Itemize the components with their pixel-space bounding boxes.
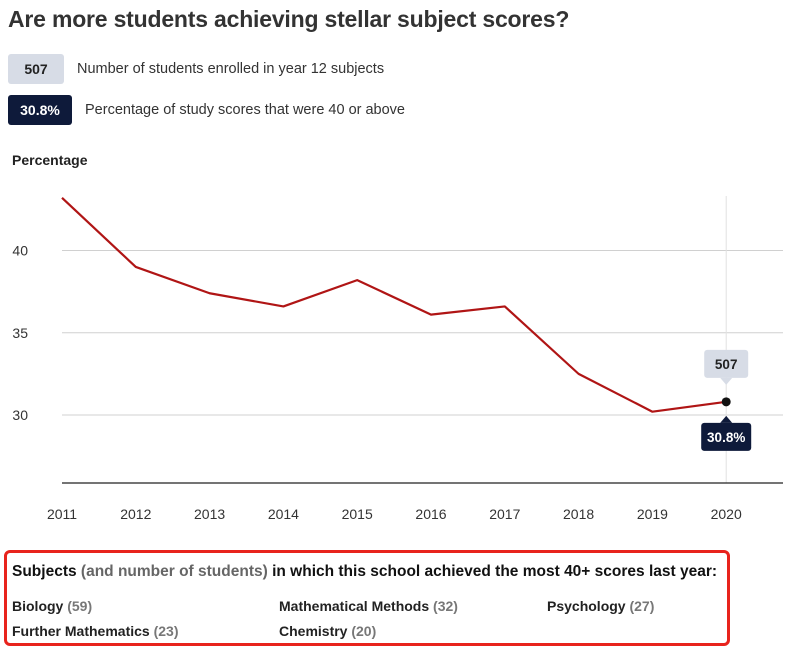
y-tick-label: 40 [12, 243, 28, 259]
highlight-point [721, 397, 731, 407]
percentage-badge: 30.8% [8, 95, 72, 125]
x-tick-label: 2011 [47, 506, 77, 522]
subject-name: Psychology [547, 598, 626, 614]
x-tick-label: 2018 [563, 506, 594, 522]
x-tick-label: 2016 [415, 506, 446, 522]
students-callout-pointer [720, 377, 733, 385]
subjects-title: Subjects (and number of students) in whi… [12, 563, 717, 581]
subjects-title-main: Subjects [12, 563, 77, 580]
x-tick-label: 2014 [268, 506, 299, 522]
y-axis-label: Percentage [12, 152, 88, 168]
subject-count: (59) [67, 598, 93, 614]
subject-count: (20) [351, 623, 377, 639]
y-tick-label: 35 [12, 325, 28, 341]
percentage-legend-text: Percentage of study scores that were 40 … [85, 102, 405, 118]
x-tick-label: 2013 [194, 506, 225, 522]
x-tick-label: 2012 [120, 506, 151, 522]
y-tick-label: 30 [12, 407, 28, 423]
subject-name: Further Mathematics [12, 623, 150, 639]
subject-name: Mathematical Methods [279, 598, 430, 614]
percentage-callout [701, 422, 752, 451]
students-callout-label: 507 [715, 357, 738, 372]
subject-mathematical-methods: Mathematical Methods (32) [279, 598, 458, 614]
subjects-title-rest: in which this school achieved the most 4… [272, 563, 718, 580]
students-callout [704, 349, 749, 378]
subject-biology: Biology (59) [12, 598, 92, 614]
x-tick-label: 2015 [342, 506, 373, 522]
subject-count: (32) [433, 598, 458, 614]
subject-chemistry: Chemistry (20) [279, 623, 376, 639]
subject-further-mathematics: Further Mathematics (23) [12, 623, 179, 639]
subject-count: (23) [153, 623, 179, 639]
subject-psychology: Psychology (27) [547, 598, 654, 614]
chart-title: Are more students achieving stellar subj… [8, 6, 570, 32]
line-chart: 30 35 40 2011 2012 2013 2014 2015 2016 2017 2018 20… [12, 196, 783, 522]
subject-count: (27) [629, 598, 655, 614]
students-badge: 507 [8, 54, 64, 84]
x-tick-label: 2020 [711, 506, 742, 522]
subject-name: Chemistry [279, 623, 348, 639]
subject-name: Biology [12, 598, 64, 614]
x-tick-label: 2017 [489, 506, 520, 522]
subjects-title-paren: (and number of students) [80, 563, 268, 580]
subjects-panel: Subjects (and number of students) in whi… [4, 550, 730, 646]
legend-percentage: 30.8% Percentage of study scores that we… [8, 95, 405, 125]
legend-students: 507 Number of students enrolled in year … [8, 54, 384, 84]
series-line [61, 197, 727, 413]
percentage-callout-pointer [720, 415, 733, 423]
percentage-callout-label: 30.8% [707, 430, 745, 445]
x-tick-label: 2019 [637, 506, 668, 522]
students-legend-text: Number of students enrolled in year 12 s… [77, 61, 385, 77]
